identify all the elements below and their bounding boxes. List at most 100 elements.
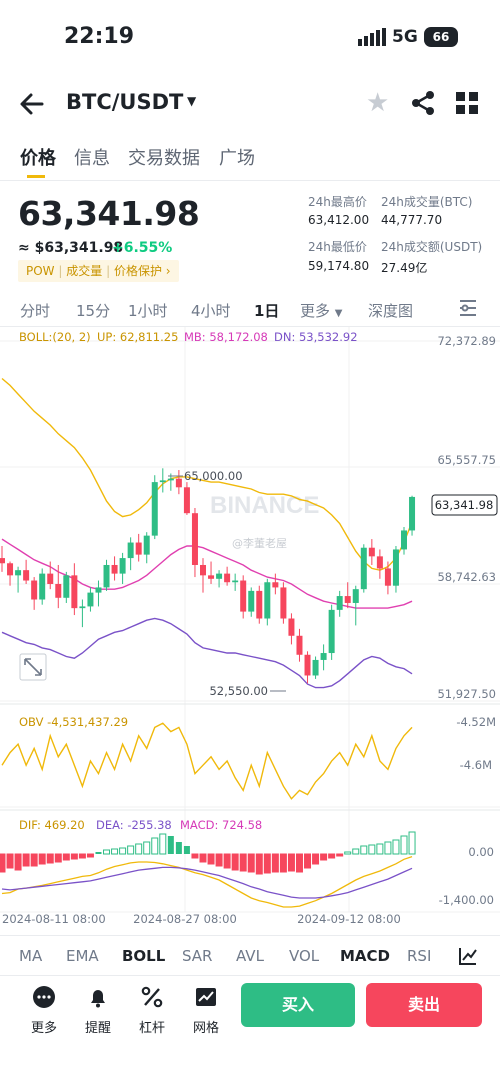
macd-bar: [392, 839, 400, 855]
candle-body: [264, 582, 271, 619]
x-tick: 2024-09-12 08:00: [297, 912, 401, 926]
candle-body: [224, 573, 231, 583]
ind-rsi[interactable]: RSI: [407, 947, 432, 965]
macd-tick: -1,400.00: [439, 893, 494, 907]
macd-bar: [175, 842, 182, 854]
ind-avl[interactable]: AVL: [236, 947, 264, 965]
price-change: +6.55%: [112, 240, 173, 256]
macd-bar: [86, 853, 94, 858]
candle-body: [151, 482, 158, 536]
x-tick: 2024-08-11 08:00: [2, 912, 106, 926]
grid-bot-button[interactable]: 网格: [186, 985, 226, 1036]
candle-body: [376, 556, 383, 569]
candle-body: [352, 589, 359, 603]
candle-body: [23, 570, 30, 581]
share-icon[interactable]: [410, 90, 436, 116]
chart-grid: [0, 327, 500, 913]
stat-low-label: 24h最低价: [308, 240, 367, 254]
macd-bar: [239, 853, 247, 872]
macd-bar: [207, 853, 215, 865]
tab-info[interactable]: 信息: [74, 148, 110, 169]
stat-vol-usdt-label: 24h成交额(USDT): [381, 240, 483, 254]
ind-boll[interactable]: BOLL: [122, 947, 166, 965]
status-time: 22:19: [64, 24, 135, 49]
tf-1d[interactable]: 1日: [254, 302, 280, 320]
expand-icon[interactable]: [19, 653, 47, 681]
last-price-tag: 63,341.98: [431, 494, 498, 516]
ind-ema[interactable]: EMA: [66, 947, 99, 965]
caret-down-icon[interactable]: ▼: [187, 94, 197, 108]
more-button[interactable]: 更多: [24, 985, 64, 1036]
macd-bar: [6, 853, 14, 869]
tab-trading-data[interactable]: 交易数据: [128, 148, 200, 169]
macd-bar: [78, 853, 86, 859]
boll-up-line: [1, 377, 413, 571]
grid-bot-label: 网格: [192, 1021, 219, 1036]
kline-chart[interactable]: BINANCE @李董老屋 72,372.89 65,557.75 58,742…: [0, 327, 500, 935]
grid-bot-icon: [196, 988, 216, 1006]
candle-body: [15, 570, 22, 576]
macd-bar: [54, 853, 62, 863]
tf-depth[interactable]: 深度图: [368, 302, 414, 320]
macd-bar: [368, 844, 376, 855]
candle-body: [135, 542, 142, 555]
star-icon[interactable]: ★: [366, 88, 390, 118]
macd-bar: [22, 853, 30, 867]
caret-down-icon: ▼: [334, 308, 343, 319]
boll-mid-line: [1, 538, 413, 609]
candle-body: [39, 573, 46, 600]
axis-labels: 72,372.89 65,557.75 58,742.63 51,927.50 …: [2, 334, 496, 926]
divider: [0, 935, 500, 936]
macd-bar: [271, 853, 279, 873]
buy-button[interactable]: 买入: [241, 983, 355, 1027]
watermark-text: BINANCE: [210, 492, 319, 519]
tf-15m[interactable]: 15分: [76, 302, 111, 320]
candle-body: [31, 580, 38, 600]
grid-icon[interactable]: [456, 92, 478, 114]
coin-tags[interactable]: POW | 成交量 | 价格保护 ›: [18, 260, 179, 282]
macd-bar: [119, 847, 127, 855]
x-tick: 2024-08-27 08:00: [133, 912, 237, 926]
alert-button[interactable]: 提醒: [78, 985, 118, 1036]
pair-title[interactable]: BTC/USDT: [66, 90, 184, 114]
macd-bar: [199, 853, 207, 863]
ind-ma[interactable]: MA: [19, 947, 43, 965]
boll-up-legend: UP: 62,811.25: [97, 330, 178, 344]
tag-price-protect[interactable]: 价格保护: [113, 264, 162, 278]
high-marker-text: 65,000.00: [184, 469, 243, 483]
back-arrow-icon[interactable]: [18, 90, 46, 118]
macd-bar: [30, 853, 38, 867]
ind-sar[interactable]: SAR: [182, 947, 213, 965]
tag-pow[interactable]: POW: [26, 264, 55, 278]
obv-legend: OBV -4,531,437.29: [19, 715, 128, 729]
macd-legend: MACD: 724.58: [180, 818, 262, 832]
tab-indicator: [27, 175, 45, 178]
macd-bar: [384, 841, 392, 855]
candle-body: [248, 590, 255, 612]
ind-vol[interactable]: VOL: [289, 947, 320, 965]
macd-bar: [70, 853, 78, 860]
candle-body: [63, 575, 70, 598]
network-type: 5G: [392, 27, 418, 47]
macd-bar: [231, 853, 239, 871]
tab-square[interactable]: 广场: [219, 148, 255, 169]
obv-line: [1, 722, 413, 800]
stat-high: 63,412.00: [308, 213, 370, 227]
tag-volume[interactable]: 成交量: [66, 264, 103, 278]
sell-button[interactable]: 卖出: [366, 983, 482, 1027]
tf-line[interactable]: 分时: [20, 302, 51, 320]
tf-more-label: 更多: [300, 302, 331, 320]
chart-settings-icon[interactable]: [458, 298, 478, 318]
leverage-button[interactable]: 杠杆: [132, 985, 172, 1036]
indicator-settings-icon[interactable]: [458, 946, 478, 966]
candle-body: [304, 654, 311, 676]
ind-macd[interactable]: MACD: [340, 947, 390, 965]
tab-price[interactable]: 价格: [20, 148, 56, 169]
tf-4h[interactable]: 4小时: [191, 302, 231, 320]
dif-line: [1, 855, 413, 908]
candle-body: [272, 582, 279, 588]
tf-1h[interactable]: 1小时: [128, 302, 168, 320]
macd-bar: [247, 853, 255, 873]
candle-body: [119, 558, 126, 574]
tf-more[interactable]: 更多 ▼: [300, 300, 343, 321]
